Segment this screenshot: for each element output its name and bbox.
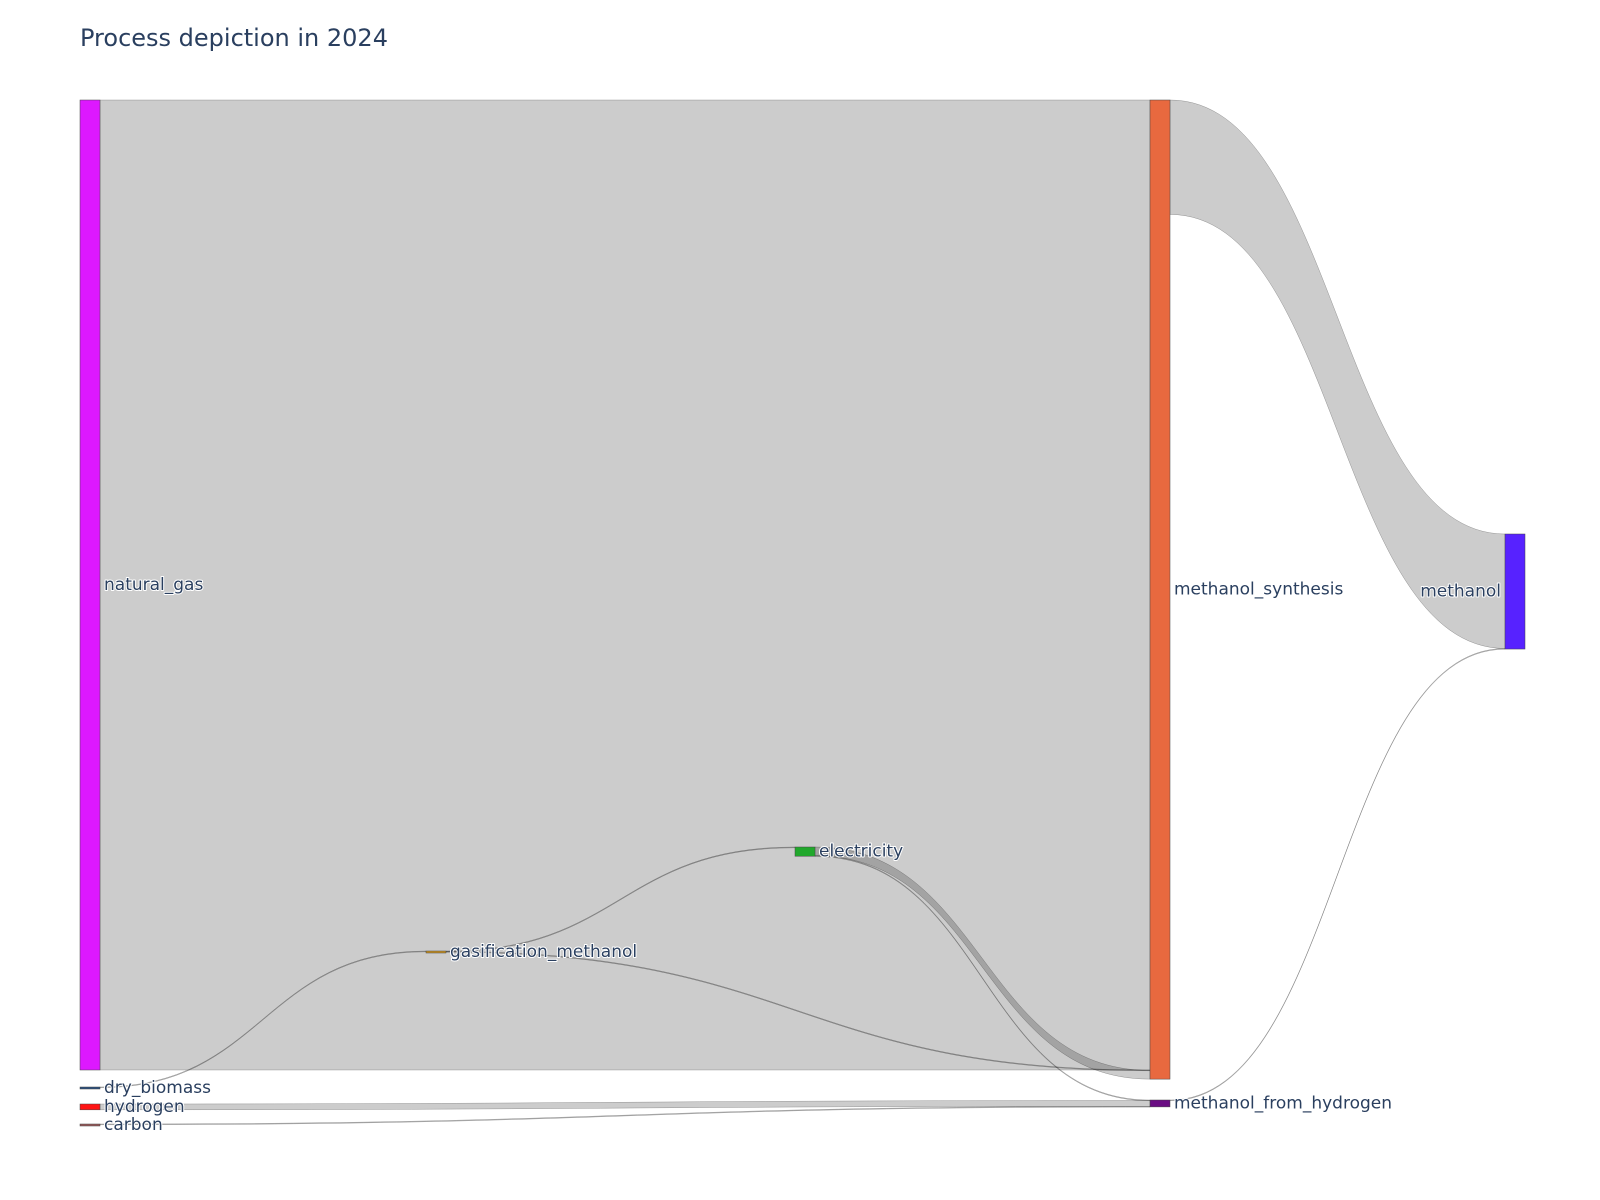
chart-title: Process depiction in 2024: [80, 24, 388, 52]
links-layer: [99, 99, 1506, 1126]
node-methanol_synthesis[interactable]: [1149, 99, 1171, 1080]
link-natural_gas-to-methanol_synthesis[interactable]: [99, 99, 1151, 1071]
node-label-carbon: carbon: [104, 1115, 163, 1135]
node-label-gasification_methanol: gasification_methanol: [450, 942, 637, 962]
node-gasification_methanol[interactable]: [425, 950, 447, 954]
node-dry_biomass[interactable]: [79, 1086, 101, 1090]
node-methanol_from_hydrogen[interactable]: [1149, 1099, 1171, 1108]
node-label-methanol: methanol: [1420, 582, 1501, 602]
link-hydrogen-to-methanol_from_hydrogen[interactable]: [99, 1100, 1151, 1111]
node-label-dry_biomass: dry_biomass: [104, 1078, 211, 1098]
link-methanol_from_hydrogen-to-methanol[interactable]: [1169, 648, 1506, 1102]
node-hydrogen[interactable]: [79, 1103, 101, 1111]
node-label-hydrogen: hydrogen: [104, 1097, 185, 1117]
node-label-methanol_synthesis: methanol_synthesis: [1174, 580, 1343, 600]
node-label-natural_gas: natural_gas: [104, 575, 203, 595]
link-methanol_synthesis-to-methanol[interactable]: [1169, 99, 1506, 649]
node-carbon[interactable]: [79, 1123, 101, 1127]
node-label-electricity: electricity: [819, 842, 903, 862]
node-natural_gas[interactable]: [79, 99, 101, 1071]
node-electricity[interactable]: [794, 846, 816, 857]
node-methanol[interactable]: [1504, 533, 1526, 650]
nodes-layer: [79, 99, 1526, 1127]
node-label-methanol_from_hydrogen: methanol_from_hydrogen: [1174, 1093, 1392, 1113]
